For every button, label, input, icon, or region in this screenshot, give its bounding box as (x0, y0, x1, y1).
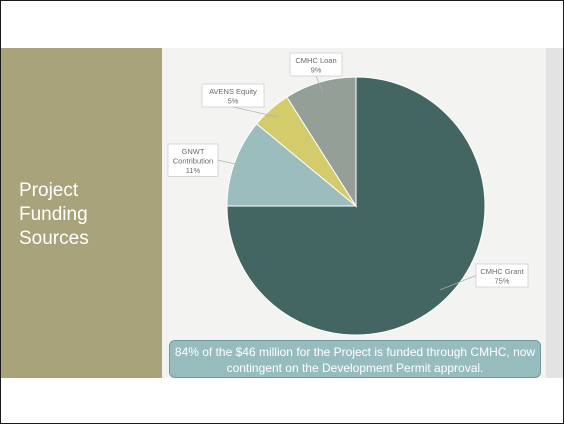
pie-slice-cmhc-grant (226, 76, 486, 336)
slice-value-label: 5% (228, 97, 239, 106)
pie-slice-cmhc-loan (286, 76, 357, 208)
funding-callout: 84% of the $46 million for the Project i… (169, 340, 541, 378)
right-strip (546, 48, 563, 378)
slice-name-label: GNWT (182, 147, 205, 156)
slide-title-line: Project (19, 180, 79, 201)
leader-line (439, 275, 477, 291)
leader-line (217, 159, 245, 167)
slice-name-label: CMHC Grant (480, 267, 524, 276)
slide-title-line: Sources (19, 228, 89, 249)
slice-name-label: CMHC Loan (295, 56, 336, 65)
pie-slice-gnwt-contribution (226, 123, 358, 207)
slice-value-label: 9% (311, 66, 322, 75)
slice-label-box (167, 143, 219, 177)
leader-line (315, 75, 324, 93)
title-panel (1, 48, 162, 378)
slide-title-line: Funding (19, 204, 88, 225)
slide-title: Project Funding Sources (19, 179, 159, 251)
slice-name-label: Contribution (173, 157, 213, 166)
slice-value-label: 75% (494, 277, 509, 286)
slice-name-label: AVENS Equity (209, 87, 257, 96)
slice-value-label: 11% (186, 166, 201, 175)
leader-line (232, 106, 278, 118)
